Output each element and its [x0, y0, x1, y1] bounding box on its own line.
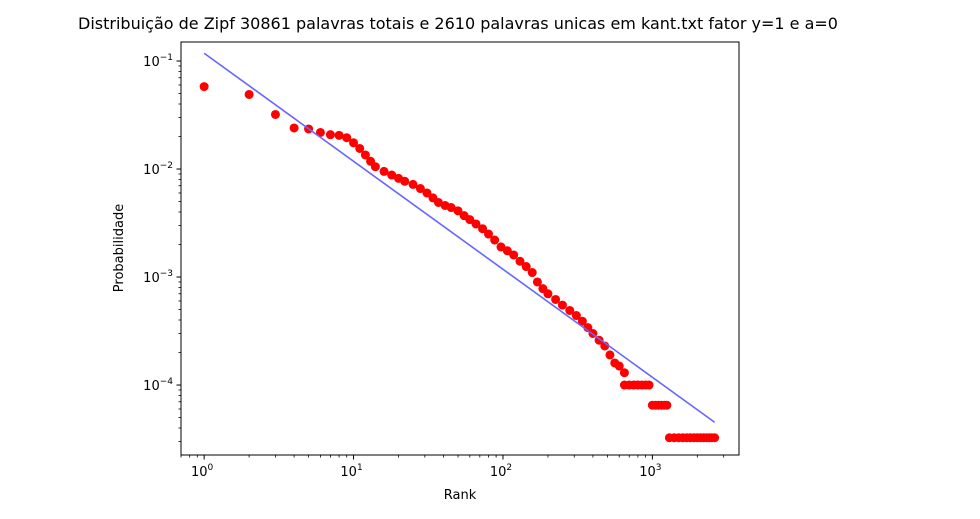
- data-point: [446, 203, 456, 213]
- data-point: [408, 179, 418, 189]
- data-point: [515, 256, 525, 266]
- data-point: [521, 262, 531, 272]
- data-point: [270, 109, 280, 119]
- data-point: [502, 246, 512, 256]
- y-tick-label: 10−4: [143, 377, 173, 394]
- x-tick-label: 100: [191, 463, 214, 480]
- data-point: [379, 166, 389, 176]
- data-point: [453, 206, 463, 216]
- data-point: [543, 289, 553, 299]
- data-point: [577, 316, 587, 326]
- data-point: [199, 82, 209, 92]
- x-axis-ticks: 100 101 102 103: [180, 455, 725, 480]
- data-point: [605, 350, 615, 360]
- data-point: [614, 361, 624, 371]
- data-point: [619, 368, 629, 378]
- data-point: [527, 268, 537, 278]
- fit-line: [203, 52, 716, 423]
- data-point: [710, 433, 720, 443]
- x-tick-label: 101: [340, 463, 362, 480]
- data-point: [400, 176, 410, 186]
- data-point: [557, 300, 567, 310]
- plot-frame: [180, 41, 740, 456]
- data-point: [483, 229, 493, 239]
- data-point: [422, 188, 432, 198]
- y-axis-label: Probabilidade: [112, 204, 127, 292]
- data-point: [415, 184, 425, 194]
- x-tick-label: 103: [639, 463, 661, 480]
- x-tick-label: 102: [490, 463, 512, 480]
- data-point: [370, 162, 380, 172]
- data-point: [289, 123, 299, 133]
- data-point: [360, 150, 370, 160]
- y-tick-label: 10−3: [143, 269, 173, 286]
- data-point: [244, 89, 254, 99]
- y-tick-label: 10−2: [143, 161, 173, 178]
- data-point: [662, 400, 672, 410]
- x-axis-label: Rank: [444, 488, 477, 503]
- chart-title: Distribuição de Zipf 30861 palavras tota…: [78, 14, 838, 33]
- data-point: [387, 170, 397, 180]
- data-point: [349, 138, 359, 148]
- y-tick-label: 10−1: [143, 53, 173, 70]
- data-point: [565, 305, 575, 315]
- data-point: [571, 311, 581, 321]
- data-point: [471, 219, 481, 229]
- series-layer: [199, 52, 720, 443]
- y-axis-ticks: 10−1 10−2 10−3 10−4: [143, 53, 181, 442]
- data-point: [334, 130, 344, 140]
- data-point: [532, 277, 542, 287]
- data-point: [325, 130, 335, 140]
- data-point: [551, 294, 561, 304]
- data-point: [478, 224, 488, 234]
- data-point: [644, 380, 654, 390]
- data-point: [509, 250, 519, 260]
- data-point: [490, 235, 500, 245]
- data-point: [342, 133, 352, 143]
- data-point: [355, 143, 365, 153]
